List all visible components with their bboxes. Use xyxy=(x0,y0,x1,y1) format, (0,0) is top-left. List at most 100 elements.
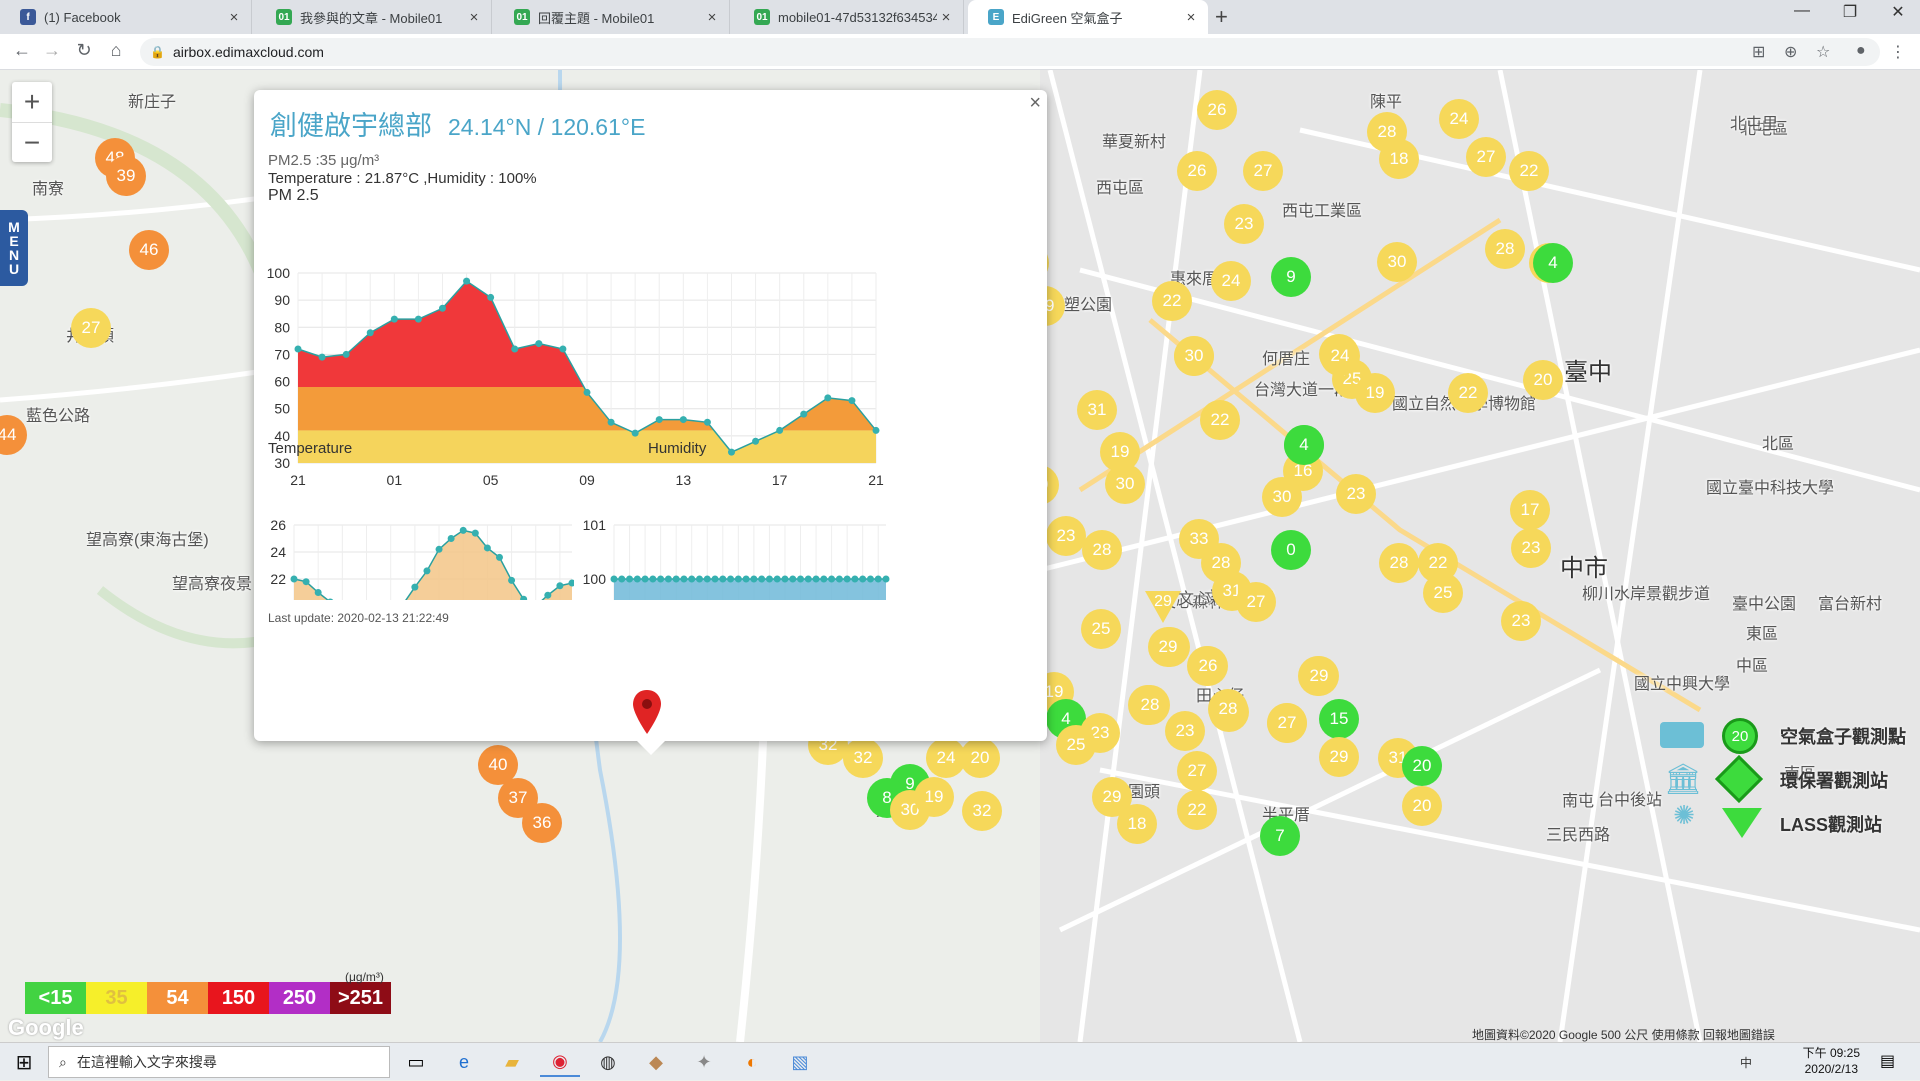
aqi-station-marker[interactable]: 25 xyxy=(1423,573,1463,613)
aqi-station-marker[interactable]: 28 xyxy=(1130,685,1170,725)
tab-3[interactable]: 01 回覆主題 - Mobile01 × xyxy=(494,0,730,34)
app-icon[interactable]: ◆ xyxy=(649,1051,663,1072)
aqi-station-marker[interactable]: 30 xyxy=(1174,336,1214,376)
aqi-station-marker[interactable]: 20 xyxy=(960,738,1000,778)
notification-icon[interactable]: ▤ xyxy=(1880,1053,1896,1070)
aqi-station-marker[interactable]: 18 xyxy=(1379,139,1419,179)
translate-icon[interactable]: ⊞ xyxy=(1752,44,1766,61)
system-clock[interactable]: 下午 09:25 2020/2/13 xyxy=(1803,1045,1860,1077)
back-icon[interactable]: ← xyxy=(13,40,31,60)
tab-close-icon[interactable]: × xyxy=(941,8,951,26)
aqi-station-marker[interactable]: 22 xyxy=(1448,373,1488,413)
task-view-icon[interactable]: ▭ xyxy=(407,1051,425,1072)
tab-close-icon[interactable]: × xyxy=(1186,8,1196,26)
aqi-station-marker[interactable]: 23 xyxy=(1046,516,1086,556)
maximize-button[interactable]: ❐ xyxy=(1842,4,1858,21)
aqi-station-marker[interactable]: 28 xyxy=(1082,530,1122,570)
app-icon[interactable]: ✦ xyxy=(696,1051,712,1072)
aqi-station-marker[interactable]: 30 xyxy=(1262,477,1302,517)
aqi-station-marker[interactable]: 20 xyxy=(1523,360,1563,400)
windows-start-icon[interactable]: ⊞ xyxy=(15,1051,33,1074)
aqi-station-marker[interactable]: 20 xyxy=(1402,746,1442,786)
aqi-station-marker[interactable]: 20 xyxy=(1402,786,1442,826)
aqi-station-marker[interactable]: 30 xyxy=(1377,242,1417,282)
zoom-out-button[interactable]: − xyxy=(12,122,52,162)
aqi-station-marker[interactable]: 18 xyxy=(1117,804,1157,844)
aqi-station-marker[interactable]: 25 xyxy=(1056,725,1096,765)
aqi-station-marker[interactable]: 24 xyxy=(1320,336,1360,376)
minimize-button[interactable]: — xyxy=(1794,2,1810,19)
aqi-station-marker[interactable]: 44 xyxy=(0,415,27,455)
aqi-station-marker[interactable]: 46 xyxy=(129,230,169,270)
ime-indicator[interactable]: 中 xyxy=(1740,1056,1753,1070)
aqi-station-marker[interactable]: 27 xyxy=(1243,151,1283,191)
aqi-station-marker[interactable]: 24 xyxy=(926,738,966,778)
zoom-icon[interactable]: ⊕ xyxy=(1784,44,1798,61)
aqi-station-marker[interactable]: 31 xyxy=(1077,390,1117,430)
aqi-station-marker[interactable]: 24 xyxy=(1439,99,1479,139)
selected-location-pin-icon[interactable] xyxy=(630,688,664,738)
aqi-station-marker[interactable]: 26 xyxy=(1188,646,1228,686)
aqi-station-marker[interactable]: 9 xyxy=(1271,257,1311,297)
home-icon[interactable]: ⌂ xyxy=(110,40,122,60)
tab-5[interactable]: E EdiGreen 空氣盒子 × xyxy=(968,0,1208,34)
aqi-station-marker[interactable]: 27 xyxy=(71,308,111,348)
aqi-station-marker[interactable]: 23 xyxy=(1511,528,1551,568)
aqi-station-marker[interactable]: 4 xyxy=(1284,425,1324,465)
aqi-station-marker[interactable]: 29 xyxy=(1319,737,1359,777)
chrome-icon[interactable]: ◉ xyxy=(540,1047,580,1077)
aqi-station-marker[interactable]: 23 xyxy=(1165,711,1205,751)
aqi-station-marker[interactable]: 19 xyxy=(1355,373,1395,413)
tab-4[interactable]: 01 mobile01-47d53132f6345346 × xyxy=(734,0,964,34)
aqi-station-marker[interactable]: 22 xyxy=(1509,151,1549,191)
aqi-station-marker[interactable]: 26 xyxy=(1177,151,1217,191)
aqi-station-marker[interactable]: 28 xyxy=(1379,543,1419,583)
aqi-station-marker[interactable]: 27 xyxy=(1236,582,1276,622)
aqi-station-marker[interactable]: 23 xyxy=(1336,474,1376,514)
map-footer[interactable]: 地圖資料©2020 Google 500 公尺 使用條款 回報地圖錯誤 xyxy=(1472,1028,1775,1042)
aqi-station-marker[interactable]: 22 xyxy=(1200,400,1240,440)
aqi-station-marker[interactable]: 36 xyxy=(522,803,562,843)
aqi-station-marker[interactable]: 15 xyxy=(1319,699,1359,739)
aqi-station-marker[interactable]: 29 xyxy=(1148,627,1188,667)
forward-icon[interactable]: → xyxy=(43,40,61,60)
aqi-station-marker[interactable]: 30 xyxy=(1105,464,1145,504)
aqi-station-marker[interactable]: 29 xyxy=(1299,656,1339,696)
aqi-station-marker[interactable]: 28 xyxy=(1485,229,1525,269)
app-icon[interactable]: ◍ xyxy=(600,1051,616,1072)
aqi-station-marker[interactable]: 23 xyxy=(1224,204,1264,244)
aqi-station-marker[interactable]: 28 xyxy=(1208,689,1248,729)
aqi-station-marker[interactable]: 32 xyxy=(962,791,1002,831)
map-area[interactable]: 新庄子南寮井子頭藍色公路望高寮(東海古堡)望高寮夜景嶺東科技大學彩虹村-Rain… xyxy=(0,70,1920,1042)
tab-1[interactable]: f (1) Facebook × xyxy=(0,0,252,34)
address-bar[interactable]: 🔒 airbox.edimaxcloud.com xyxy=(140,38,1880,66)
tab-2[interactable]: 01 我參與的文章 - Mobile01 × xyxy=(256,0,492,34)
aqi-station-marker[interactable]: 22 xyxy=(1152,281,1192,321)
aqi-station-marker[interactable]: 24 xyxy=(1211,261,1251,301)
zoom-in-button[interactable]: + xyxy=(23,86,41,117)
close-window-button[interactable]: ✕ xyxy=(1891,4,1905,21)
aqi-station-marker[interactable]: 23 xyxy=(1501,601,1541,641)
edge-icon[interactable]: e xyxy=(458,1051,469,1072)
tab-close-icon[interactable]: × xyxy=(707,8,717,26)
tab-close-icon[interactable]: × xyxy=(469,8,479,26)
aqi-station-marker[interactable]: 27 xyxy=(1466,137,1506,177)
aqi-station-marker[interactable]: 39 xyxy=(106,156,146,196)
aqi-station-marker[interactable]: 19 xyxy=(914,777,954,817)
menu-dots-icon[interactable]: ⋮ xyxy=(1890,44,1906,61)
popup-close-button[interactable]: × xyxy=(1029,92,1041,114)
aqi-station-marker[interactable]: 7 xyxy=(1260,816,1300,856)
taskbar-search-input[interactable]: ⌕ 在這裡輸入文字來搜尋 xyxy=(48,1046,390,1078)
aqi-station-marker[interactable]: 27 xyxy=(1267,703,1307,743)
reload-icon[interactable]: ↻ xyxy=(76,40,92,60)
aqi-station-marker[interactable]: 32 xyxy=(843,738,883,778)
tab-close-icon[interactable]: × xyxy=(229,8,239,26)
app-icon[interactable]: ▧ xyxy=(791,1051,809,1072)
aqi-station-marker[interactable]: 17 xyxy=(1510,490,1550,530)
aqi-station-marker[interactable]: 25 xyxy=(1081,609,1121,649)
bookmark-star-icon[interactable]: ☆ xyxy=(1816,44,1831,61)
aqi-station-marker[interactable]: 27 xyxy=(1177,751,1217,791)
profile-icon[interactable]: ● xyxy=(1856,42,1866,59)
aqi-station-marker[interactable]: 0 xyxy=(1271,530,1311,570)
